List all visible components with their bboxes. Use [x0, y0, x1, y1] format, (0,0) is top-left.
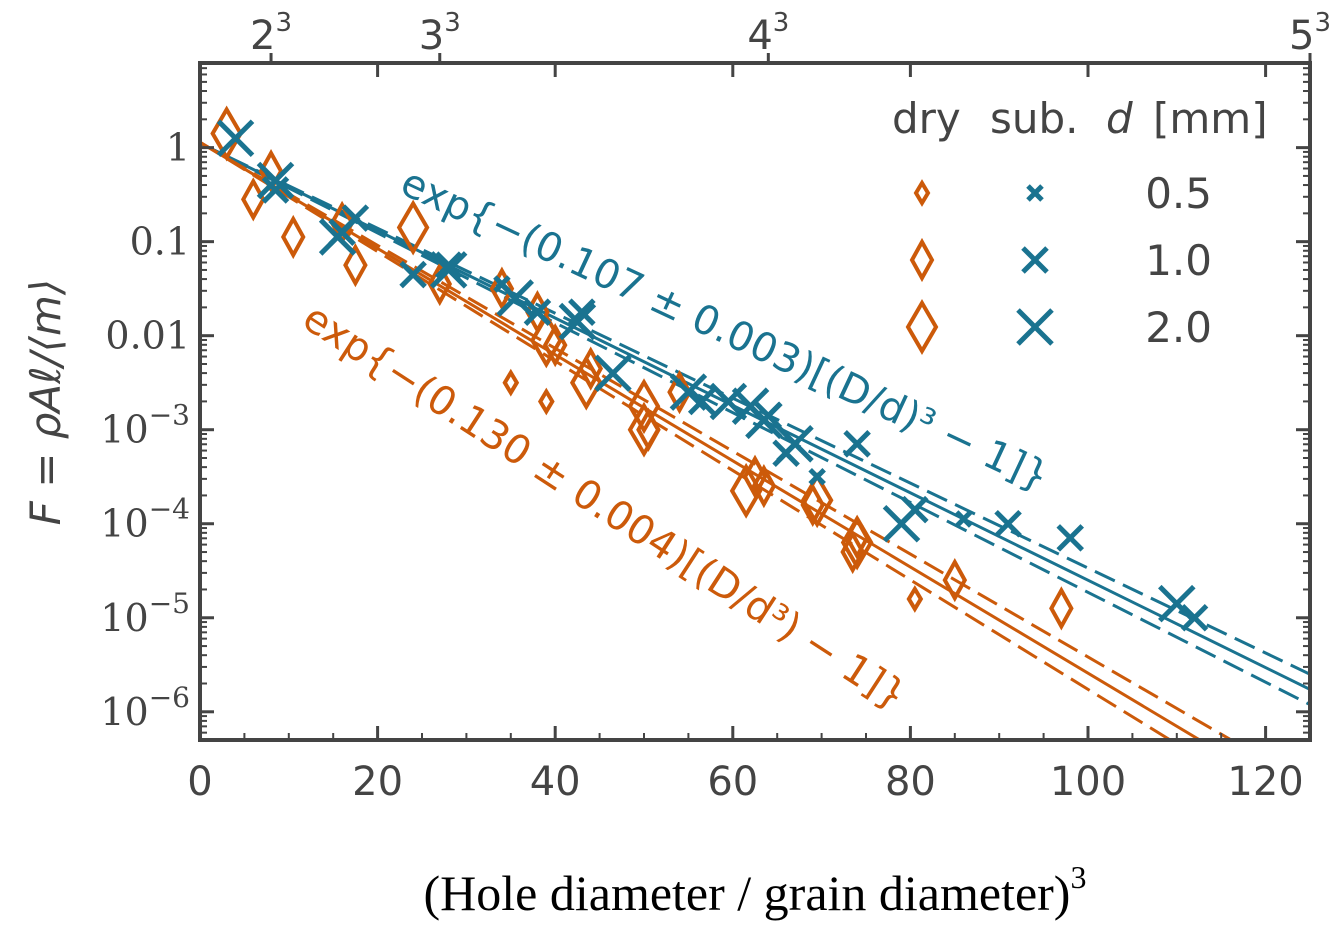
legend: dry sub. d [mm] 0.5 1.0 2.0 — [892, 94, 1268, 355]
data-point-dry — [489, 266, 515, 311]
legend-size-label: 1.0 — [1145, 236, 1212, 285]
data-point-sub — [776, 425, 814, 463]
data-point-dry — [210, 105, 243, 162]
data-point-sub — [1180, 603, 1209, 632]
x-tick-label: 40 — [530, 759, 581, 805]
data-point-sub — [808, 467, 826, 486]
data-point-sub — [745, 401, 783, 440]
x-tick-label: 80 — [885, 759, 936, 805]
top-tick-label: 43 — [747, 8, 789, 59]
data-point-sub — [687, 387, 716, 416]
y-tick-label: 10−4 — [100, 493, 190, 546]
legend-header-sub: sub. — [990, 94, 1079, 143]
data-point-sub — [669, 373, 708, 411]
axes: 0 20 40 60 80 100 120 23 33 43 53 1 0.1 0.01 10−3 10−4 1… — [100, 8, 1331, 805]
legend-marker-sub — [1021, 246, 1049, 274]
fit-lines — [200, 140, 1310, 740]
data-point-dry — [569, 354, 603, 411]
top-tick-label: 23 — [250, 8, 292, 59]
data-point-dry — [627, 378, 661, 435]
fit-band-sub-lower — [200, 142, 1310, 676]
data-point-sub — [256, 161, 295, 200]
y-tick-label: 10−3 — [100, 399, 190, 452]
data-point-dry — [396, 199, 430, 256]
legend-size-label: 2.0 — [1145, 303, 1212, 352]
y-tick-label: 1 — [166, 126, 190, 170]
data-point-sub — [429, 251, 468, 289]
y-tick-label: 0.01 — [105, 314, 190, 358]
top-tick-label: 53 — [1289, 8, 1331, 59]
legend-header-dry: dry — [892, 94, 961, 143]
legend-marker-sub — [1026, 184, 1044, 202]
x-tick-label: 120 — [1227, 759, 1303, 805]
data-point-sub — [434, 251, 463, 279]
legend-size-label: 0.5 — [1145, 169, 1212, 218]
legend-marker-dry — [913, 179, 931, 207]
data-point-sub — [954, 510, 973, 528]
fit-line-dry — [200, 141, 1203, 740]
data-point-dry — [343, 243, 368, 288]
y-axis-label: F = ρAℓ/⟨m⟩ — [21, 279, 70, 526]
fit-line-sub — [200, 141, 1310, 691]
x-axis-label-text: (Hole diameter / grain diameter) — [424, 865, 1071, 921]
data-point-sub — [523, 298, 552, 326]
legend-header-unit: [mm] — [1153, 94, 1268, 143]
data-point-dry — [427, 261, 453, 307]
fit-band-sub-upper — [200, 141, 1310, 706]
data-point-dry — [840, 514, 874, 571]
data-point-sub — [496, 279, 535, 317]
data-point-dry — [800, 472, 834, 529]
top-tick-label: 33 — [419, 8, 461, 59]
data-point-sub — [558, 302, 597, 341]
plot-frame — [198, 61, 1312, 742]
x-tick-label: 100 — [1050, 759, 1126, 805]
x-tick-label: 60 — [707, 759, 758, 805]
data-point-sub — [318, 218, 357, 256]
x-tick-label: 0 — [187, 759, 212, 805]
x-tick-label: 20 — [352, 759, 403, 805]
data-point-dry — [258, 149, 284, 194]
data-point-dry — [537, 387, 555, 416]
y-tick-label: 10−5 — [100, 587, 190, 640]
data-point-dry — [530, 312, 563, 369]
data-point-sub — [216, 119, 255, 157]
data-point-sub — [594, 354, 632, 393]
data-point-sub — [1158, 584, 1196, 623]
legend-marker-dry — [909, 237, 935, 283]
data-point-sub — [994, 509, 1022, 538]
data-point-dry — [906, 585, 924, 613]
y-tick-label: 0.1 — [130, 220, 190, 264]
data-point-dry — [627, 401, 661, 458]
data-point-dry — [751, 464, 777, 509]
x-axis-label-superscript: 3 — [1070, 859, 1086, 895]
y-tick-label: 10−6 — [100, 681, 190, 734]
legend-marker-sub — [1016, 308, 1054, 346]
data-markers — [210, 105, 1209, 632]
legend-marker-dry — [905, 299, 939, 355]
data-point-dry — [667, 369, 692, 415]
data-point-sub — [882, 504, 921, 543]
data-point-sub — [1056, 524, 1085, 552]
x-axis-label: (Hole diameter / grain diameter)3 — [424, 859, 1087, 921]
data-point-sub — [399, 260, 427, 289]
legend-header-d: d — [1106, 94, 1133, 143]
fit-band-dry-lower — [200, 141, 1235, 740]
data-point-dry — [729, 462, 763, 519]
data-point-dry — [280, 214, 306, 260]
data-point-dry — [1049, 586, 1074, 631]
data-point-sub — [843, 430, 871, 458]
data-point-dry — [942, 558, 968, 603]
data-point-sub — [709, 382, 748, 421]
data-point-sub — [261, 176, 290, 204]
data-point-dry — [502, 368, 520, 397]
